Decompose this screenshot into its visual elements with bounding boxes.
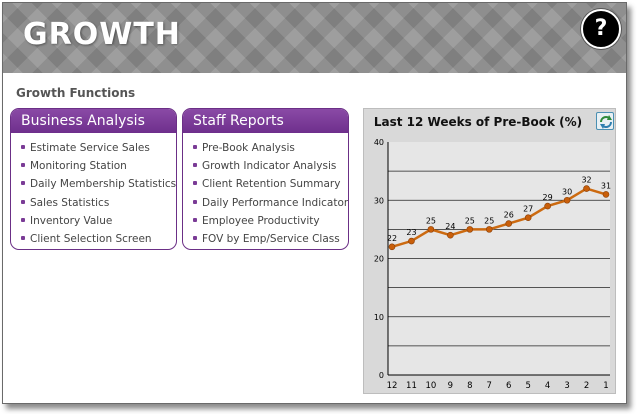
x-tick-label: 7	[487, 381, 492, 391]
menu-item-client-selection-screen[interactable]: Client Selection Screen	[21, 230, 176, 248]
bullet-icon	[193, 163, 197, 168]
data-point	[602, 191, 610, 198]
header-banner: GROWTH ?	[3, 3, 626, 73]
x-tick-label: 4	[545, 381, 550, 391]
menu-item-client-retention-summary[interactable]: Client Retention Summary	[193, 175, 348, 193]
data-point	[563, 196, 571, 204]
help-button[interactable]: ?	[581, 9, 621, 49]
menu-item-daily-performance-indicators[interactable]: Daily Performance Indicators	[193, 194, 348, 212]
menu-item-inventory-value[interactable]: Inventory Value	[21, 212, 176, 230]
chart-title: Last 12 Weeks of Pre-Book (%)	[373, 115, 583, 129]
bullet-icon	[193, 217, 197, 222]
menu-item-fov-by-emp-service-class[interactable]: FOV by Emp/Service Class	[193, 230, 348, 248]
data-point	[485, 226, 493, 233]
y-tick-label: 30	[374, 196, 384, 205]
data-point	[388, 243, 396, 251]
bullet-icon	[21, 163, 25, 168]
data-point	[447, 231, 454, 239]
data-point	[524, 214, 532, 222]
bullet-icon	[21, 217, 25, 222]
data-label: 32	[581, 176, 591, 185]
y-tick-label: 20	[374, 255, 384, 264]
data-point	[505, 220, 513, 227]
help-icon: ?	[594, 16, 608, 41]
business-analysis-header: Business Analysis	[11, 109, 176, 133]
data-label: 24	[445, 222, 455, 231]
data-label: 23	[406, 228, 416, 237]
x-tick-label: 6	[506, 381, 511, 391]
business-analysis-panel: Business Analysis Estimate Service Sales…	[10, 108, 177, 250]
staff-reports-header: Staff Reports	[183, 109, 348, 133]
menu-item-monitoring-station[interactable]: Monitoring Station	[21, 157, 176, 175]
staff-reports-panel: Staff Reports Pre-Book Analysis Growth I…	[182, 108, 349, 250]
data-label: 26	[504, 211, 514, 220]
growth-window: GROWTH ? Growth Functions Business Analy…	[2, 2, 627, 404]
data-label: 27	[523, 205, 533, 214]
y-tick-label: 0	[379, 371, 384, 380]
data-label: 25	[484, 216, 494, 225]
business-analysis-list: Estimate Service Sales Monitoring Statio…	[11, 133, 176, 248]
bullet-icon	[193, 181, 197, 186]
y-tick-label: 10	[374, 313, 384, 322]
menu-item-pre-book-analysis[interactable]: Pre-Book Analysis	[193, 139, 348, 157]
data-point	[466, 226, 474, 233]
staff-reports-list: Pre-Book Analysis Growth Indicator Analy…	[183, 133, 348, 248]
data-label: 30	[562, 187, 572, 196]
refresh-icon	[600, 115, 612, 129]
data-label: 25	[426, 216, 436, 225]
menu-item-sales-statistics[interactable]: Sales Statistics	[21, 194, 176, 212]
bullet-icon	[21, 235, 25, 240]
menu-item-estimate-service-sales[interactable]: Estimate Service Sales	[21, 139, 176, 157]
data-point	[583, 185, 590, 192]
data-point	[544, 202, 551, 210]
x-tick-label: 11	[406, 381, 417, 391]
menu-item-daily-membership-statistics[interactable]: Daily Membership Statistics	[21, 175, 176, 193]
x-tick-label: 3	[564, 381, 569, 391]
bullet-icon	[21, 181, 25, 186]
x-tick-label: 1	[603, 381, 608, 391]
section-title: Growth Functions	[16, 86, 136, 100]
menu-item-growth-indicator-analysis[interactable]: Growth Indicator Analysis	[193, 157, 348, 175]
refresh-button[interactable]	[596, 112, 614, 130]
menu-item-employee-productivity[interactable]: Employee Productivity	[193, 212, 348, 230]
x-tick-label: 8	[467, 381, 472, 391]
data-label: 25	[465, 216, 475, 225]
prebook-chart: Last 12 Weeks of Pre-Book (%) 0 10 20 30 40 1…	[363, 108, 616, 394]
x-tick-label: 9	[448, 381, 453, 391]
bullet-icon	[193, 235, 197, 240]
data-label: 31	[601, 181, 611, 190]
series-line	[391, 187, 607, 249]
bullet-icon	[193, 199, 197, 204]
x-tick-label: 2	[584, 381, 589, 391]
data-label: 29	[543, 193, 553, 202]
data-point	[427, 226, 435, 233]
data-label: 22	[387, 234, 397, 243]
bullet-icon	[21, 199, 25, 204]
page-title: GROWTH	[23, 17, 181, 52]
bullet-icon	[21, 145, 25, 149]
data-point	[408, 237, 415, 245]
x-tick-label: 10	[425, 381, 436, 391]
x-tick-label: 12	[387, 381, 398, 391]
x-tick-label: 5	[525, 381, 530, 391]
bullet-icon	[193, 145, 197, 149]
y-tick-label: 40	[374, 138, 384, 147]
